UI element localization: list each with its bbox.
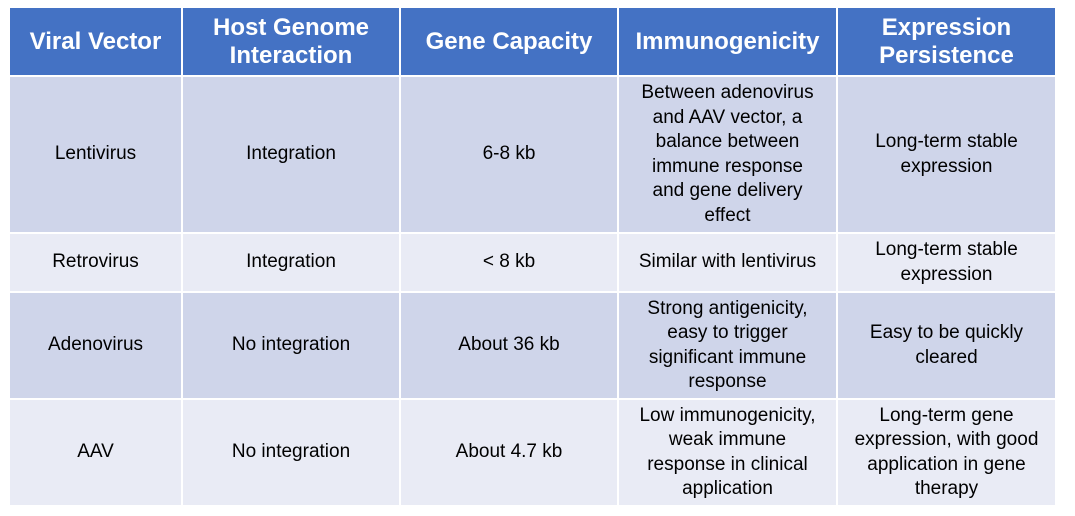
cell-text-line: Lentivirus	[54, 143, 137, 165]
header-host-genome-interaction: Host Genome Interaction	[181, 6, 401, 77]
table-row: Adenovirus No integration About 36 kb Stron…	[8, 291, 1057, 400]
cell-text-line: therapy	[914, 478, 979, 499]
cell-text-line: expression	[900, 263, 993, 285]
cell-text-line: No integration	[231, 441, 351, 463]
cell-text-line: easy to trigger	[667, 322, 788, 343]
table-row: Lentivirus Integration 6-8 kb Between adeno…	[8, 75, 1057, 234]
table-header-row: Viral Vector Host Genome Interaction Gene C…	[8, 6, 1057, 77]
cell-text-line: and AAV vector, a	[652, 106, 803, 128]
cell-expression-persistence: Easy to be quickly cleared	[836, 291, 1057, 400]
header-text-line: Immunogenicity	[635, 27, 820, 55]
cell-text-line: expression, with good	[854, 429, 1039, 450]
table-body: Lentivirus Integration 6-8 kb Between adeno…	[8, 75, 1057, 507]
cell-viral-vector: Adenovirus	[8, 291, 183, 400]
cell-gene-capacity: 6-8 kb	[399, 75, 619, 234]
cell-text-line: Adenovirus	[47, 334, 144, 356]
cell-text-line: Between adenovirus	[641, 82, 814, 103]
cell-host-genome-interaction: Integration	[181, 75, 401, 234]
viral-vector-comparison-table-wrapper: Viral Vector Host Genome Interaction Gene C…	[8, 6, 1057, 507]
cell-text-line: and gene delivery	[652, 180, 803, 201]
cell-text-line: Similar with lentivirus	[638, 251, 817, 273]
header-gene-capacity: Gene Capacity	[399, 6, 619, 77]
table-row: Retrovirus Integration < 8 kb Similar with …	[8, 232, 1057, 293]
cell-text-line: < 8 kb	[482, 251, 536, 273]
table-row: AAV No integration About 4.7 kb Low immunog…	[8, 398, 1057, 507]
cell-immunogenicity: Low immunogenicity, weak immune response i…	[617, 398, 838, 507]
header-text-line: Viral Vector	[29, 27, 162, 55]
cell-text-line: cleared	[915, 346, 978, 368]
cell-host-genome-interaction: No integration	[181, 398, 401, 507]
cell-viral-vector: Lentivirus	[8, 75, 183, 234]
header-immunogenicity: Immunogenicity	[617, 6, 838, 77]
header-expression-persistence: Expression Persistence	[836, 6, 1057, 77]
cell-text-line: Integration	[246, 143, 336, 165]
header-text-line: Expression	[881, 13, 1012, 41]
header-text-line: Host Genome	[212, 13, 370, 41]
cell-text-line: expression	[900, 155, 993, 177]
header-text-line: Interaction	[229, 41, 353, 69]
cell-host-genome-interaction: No integration	[181, 291, 401, 400]
cell-gene-capacity: About 4.7 kb	[399, 398, 619, 507]
cell-text-line: Strong antigenicity,	[647, 297, 808, 319]
header-text-line: Persistence	[879, 41, 1014, 69]
cell-gene-capacity: < 8 kb	[399, 232, 619, 293]
cell-text-line: Long-term stable	[875, 131, 1018, 152]
cell-viral-vector: AAV	[8, 398, 183, 507]
cell-expression-persistence: Long-term gene expression, with good appli…	[836, 398, 1057, 507]
cell-expression-persistence: Long-term stable expression	[836, 232, 1057, 293]
cell-immunogenicity: Between adenovirus and AAV vector, a balan…	[617, 75, 838, 234]
cell-text-line: response	[688, 371, 767, 392]
cell-text-line: AAV	[77, 441, 114, 463]
cell-immunogenicity: Similar with lentivirus	[617, 232, 838, 293]
header-viral-vector: Viral Vector	[8, 6, 183, 77]
cell-text-line: Long-term stable	[875, 239, 1018, 260]
cell-text-line: effect	[704, 204, 751, 226]
cell-text-line: Long-term gene	[879, 404, 1014, 426]
cell-text-line: 6-8 kb	[482, 143, 536, 165]
cell-text-line: application	[682, 478, 773, 499]
cell-expression-persistence: Long-term stable expression	[836, 75, 1057, 234]
cell-text-line: About 36 kb	[458, 334, 560, 356]
viral-vector-comparison-table: Viral Vector Host Genome Interaction Gene C…	[8, 6, 1057, 507]
header-text-line: Gene Capacity	[425, 27, 593, 55]
cell-text-line: Easy to be quickly	[869, 322, 1024, 343]
cell-host-genome-interaction: Integration	[181, 232, 401, 293]
cell-text-line: About 4.7 kb	[455, 441, 563, 463]
cell-text-line: immune response	[651, 155, 804, 177]
cell-text-line: response in clinical	[647, 453, 808, 475]
cell-viral-vector: Retrovirus	[8, 232, 183, 293]
cell-gene-capacity: About 36 kb	[399, 291, 619, 400]
cell-text-line: Integration	[246, 251, 336, 273]
cell-text-line: weak immune	[668, 429, 787, 450]
cell-text-line: Retrovirus	[52, 251, 139, 273]
cell-text-line: significant immune	[648, 346, 807, 368]
cell-immunogenicity: Strong antigenicity, easy to trigger signi…	[617, 291, 838, 400]
cell-text-line: application in gene	[867, 453, 1026, 475]
cell-text-line: No integration	[231, 334, 351, 356]
cell-text-line: balance between	[655, 131, 800, 152]
cell-text-line: Low immunogenicity,	[639, 404, 816, 426]
